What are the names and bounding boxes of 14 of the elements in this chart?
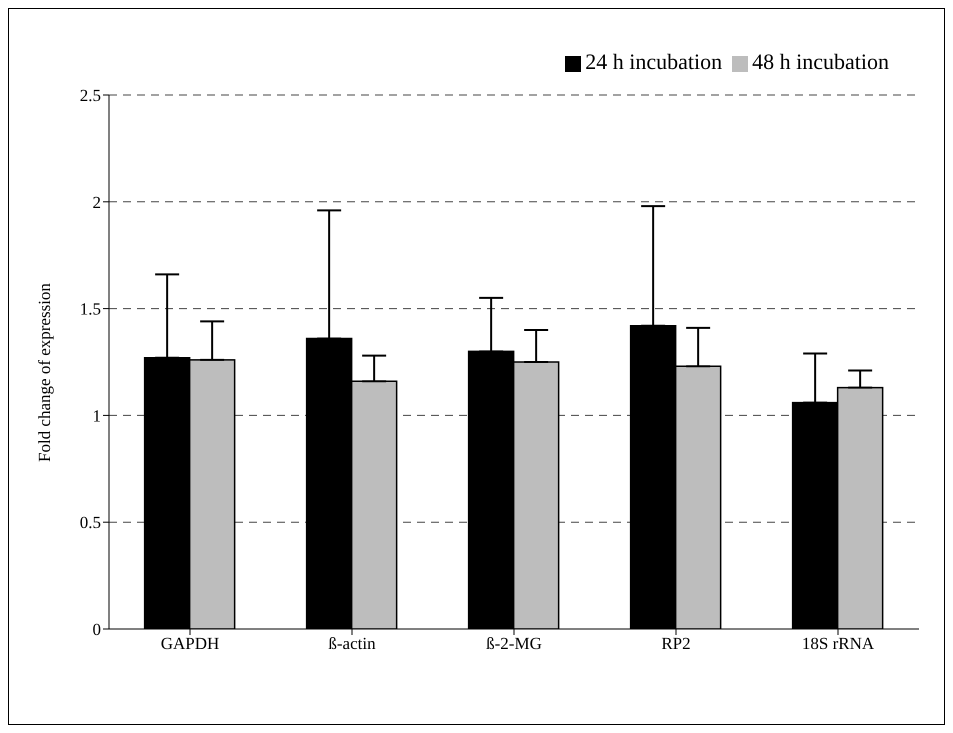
y-axis-title: Fold change of expression (35, 282, 54, 462)
y-tick-label: 1 (92, 406, 101, 426)
y-tick-label: 0.5 (80, 513, 101, 532)
legend-label: 48 h incubation (752, 49, 889, 74)
y-tick-label: 1.5 (80, 300, 101, 319)
y-tick-label: 2.5 (80, 86, 101, 106)
x-tick-label: RP2 (661, 634, 691, 654)
y-tick-label: 2 (92, 192, 101, 212)
x-tick-label: ß-actin (328, 634, 376, 654)
y-tick-label: 0 (92, 620, 101, 640)
x-tick-label: GAPDH (160, 634, 220, 654)
x-tick-label: ß-2-MG (486, 634, 542, 654)
legend-label: 24 h incubation (585, 49, 722, 74)
x-tick-label: 18S rRNA (802, 634, 875, 654)
